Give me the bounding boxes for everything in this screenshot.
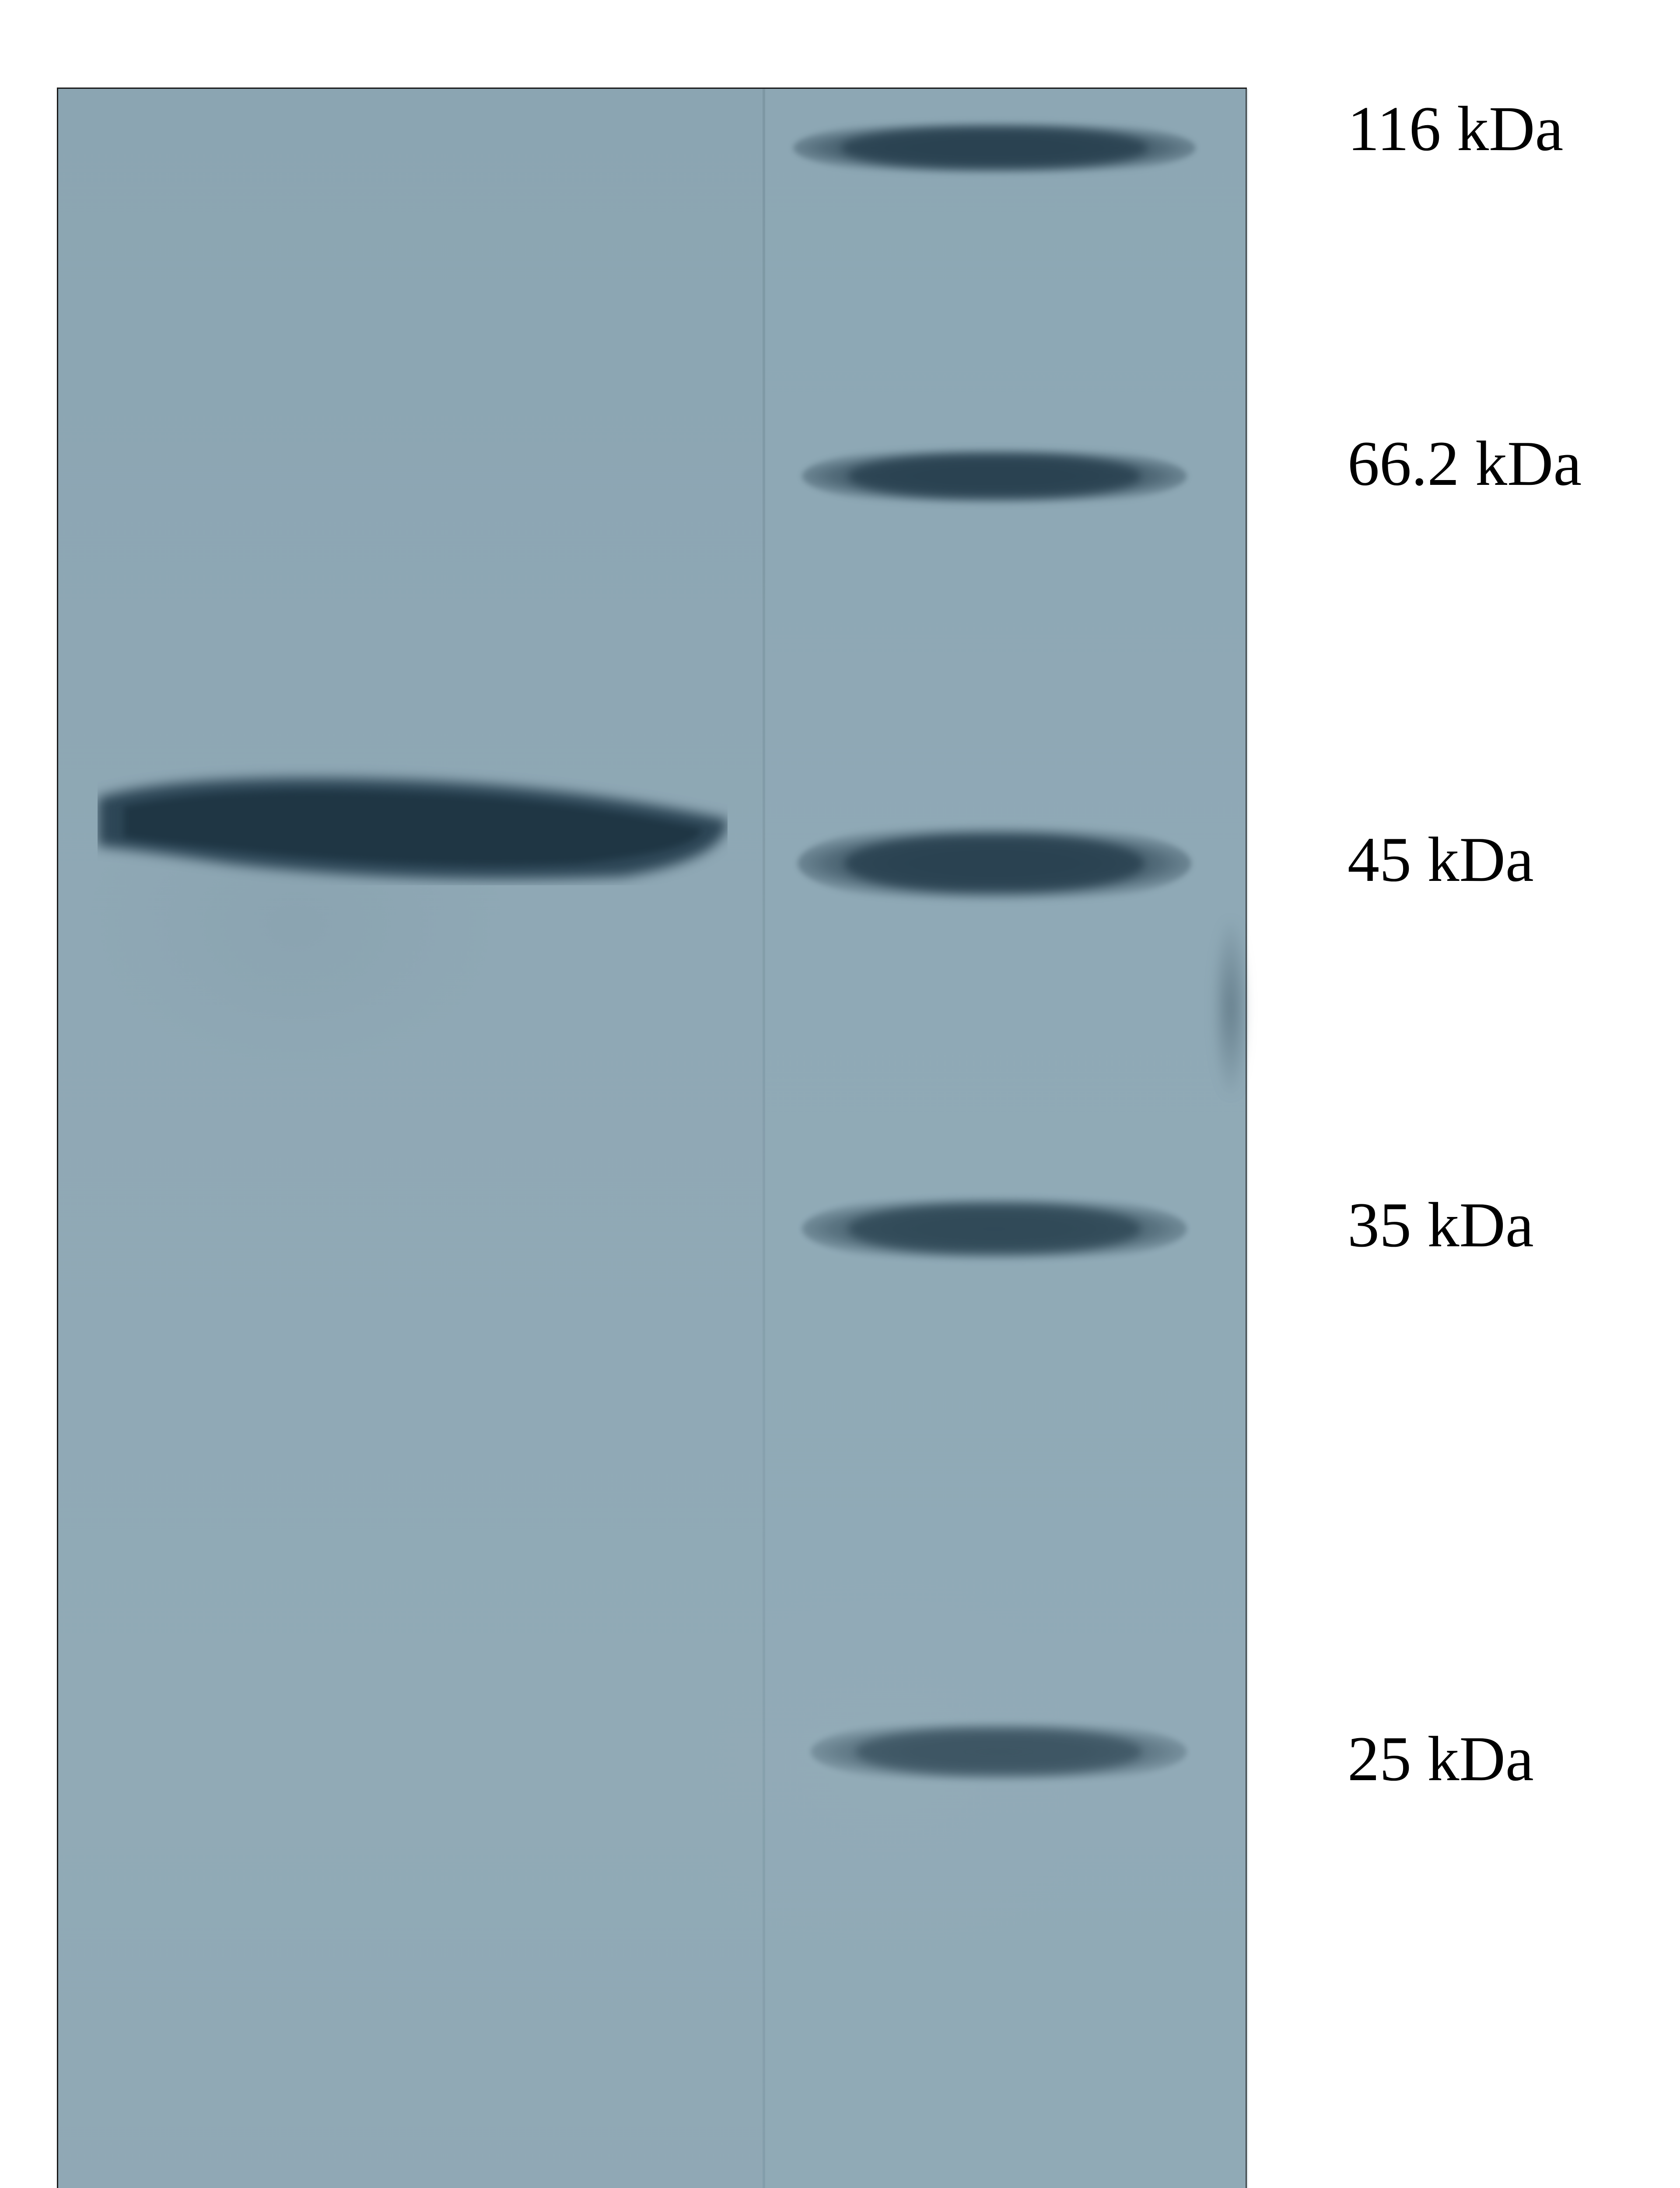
marker-25kDa-core: [856, 1731, 1142, 1773]
marker-lane-tint: [763, 89, 1248, 2188]
marker-45kDa-core: [845, 837, 1144, 890]
label-66.2kDa: 66.2 kDa: [1348, 427, 1582, 500]
sample-band-main: [98, 763, 728, 885]
gel-container: [57, 88, 1247, 2188]
label-25kDa: 25 kDa: [1348, 1722, 1534, 1795]
marker-35kDa-core: [848, 1206, 1141, 1251]
label-35kDa: 35 kDa: [1348, 1188, 1534, 1262]
label-45kDa: 45 kDa: [1348, 823, 1534, 896]
gel-image: [57, 88, 1247, 2188]
label-116kDa: 116 kDa: [1348, 92, 1563, 165]
marker-66.2kDa-core: [848, 456, 1141, 496]
marker-116kDa-core: [841, 130, 1147, 166]
right-edge-dark: [1213, 920, 1248, 1095]
